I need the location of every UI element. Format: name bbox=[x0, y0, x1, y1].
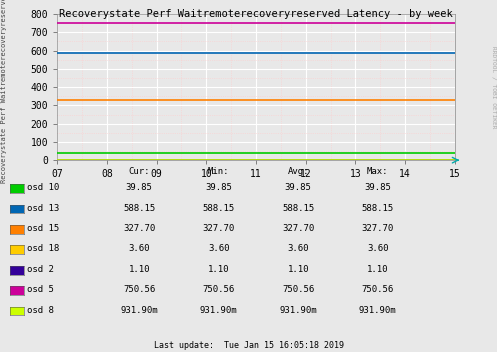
Text: 3.60: 3.60 bbox=[367, 244, 389, 253]
Text: 1.10: 1.10 bbox=[128, 265, 150, 274]
Text: Last update:  Tue Jan 15 16:05:18 2019: Last update: Tue Jan 15 16:05:18 2019 bbox=[154, 341, 343, 350]
Text: RRDTOOL / TOBI OETIKER: RRDTOOL / TOBI OETIKER bbox=[491, 46, 496, 128]
Text: 931.90m: 931.90m bbox=[279, 306, 317, 315]
Text: 3.60: 3.60 bbox=[208, 244, 230, 253]
Text: Cur:: Cur: bbox=[128, 167, 150, 176]
Text: 588.15: 588.15 bbox=[203, 203, 235, 213]
Text: Recoverystate Perf Waitremoterecoveryreserved Latency - by week: Recoverystate Perf Waitremoterecoveryres… bbox=[59, 9, 453, 19]
Text: 39.85: 39.85 bbox=[126, 183, 153, 192]
Text: 39.85: 39.85 bbox=[285, 183, 312, 192]
Text: 327.70: 327.70 bbox=[282, 224, 314, 233]
Text: 588.15: 588.15 bbox=[362, 203, 394, 213]
Text: 39.85: 39.85 bbox=[364, 183, 391, 192]
Text: 588.15: 588.15 bbox=[282, 203, 314, 213]
Text: Avg:: Avg: bbox=[287, 167, 309, 176]
Text: 931.90m: 931.90m bbox=[120, 306, 158, 315]
Text: 327.70: 327.70 bbox=[123, 224, 155, 233]
Text: 750.56: 750.56 bbox=[282, 285, 314, 294]
Text: 750.56: 750.56 bbox=[203, 285, 235, 294]
Text: Recoverystate Perf Waitremoterecoveryreserved: Recoverystate Perf Waitremoterecoveryres… bbox=[1, 0, 7, 183]
Text: Max:: Max: bbox=[367, 167, 389, 176]
Text: 3.60: 3.60 bbox=[287, 244, 309, 253]
Text: 39.85: 39.85 bbox=[205, 183, 232, 192]
Text: osd 15: osd 15 bbox=[27, 224, 60, 233]
Text: osd 5: osd 5 bbox=[27, 285, 54, 294]
Text: 3.60: 3.60 bbox=[128, 244, 150, 253]
Text: Min:: Min: bbox=[208, 167, 230, 176]
Text: 931.90m: 931.90m bbox=[359, 306, 397, 315]
Text: osd 8: osd 8 bbox=[27, 306, 54, 315]
Text: 1.10: 1.10 bbox=[287, 265, 309, 274]
Text: 327.70: 327.70 bbox=[362, 224, 394, 233]
Text: osd 13: osd 13 bbox=[27, 203, 60, 213]
Text: 1.10: 1.10 bbox=[367, 265, 389, 274]
Text: 588.15: 588.15 bbox=[123, 203, 155, 213]
Text: 327.70: 327.70 bbox=[203, 224, 235, 233]
Text: 750.56: 750.56 bbox=[362, 285, 394, 294]
Text: 750.56: 750.56 bbox=[123, 285, 155, 294]
Text: 931.90m: 931.90m bbox=[200, 306, 238, 315]
Text: osd 10: osd 10 bbox=[27, 183, 60, 192]
Text: osd 2: osd 2 bbox=[27, 265, 54, 274]
Text: 1.10: 1.10 bbox=[208, 265, 230, 274]
Text: osd 18: osd 18 bbox=[27, 244, 60, 253]
